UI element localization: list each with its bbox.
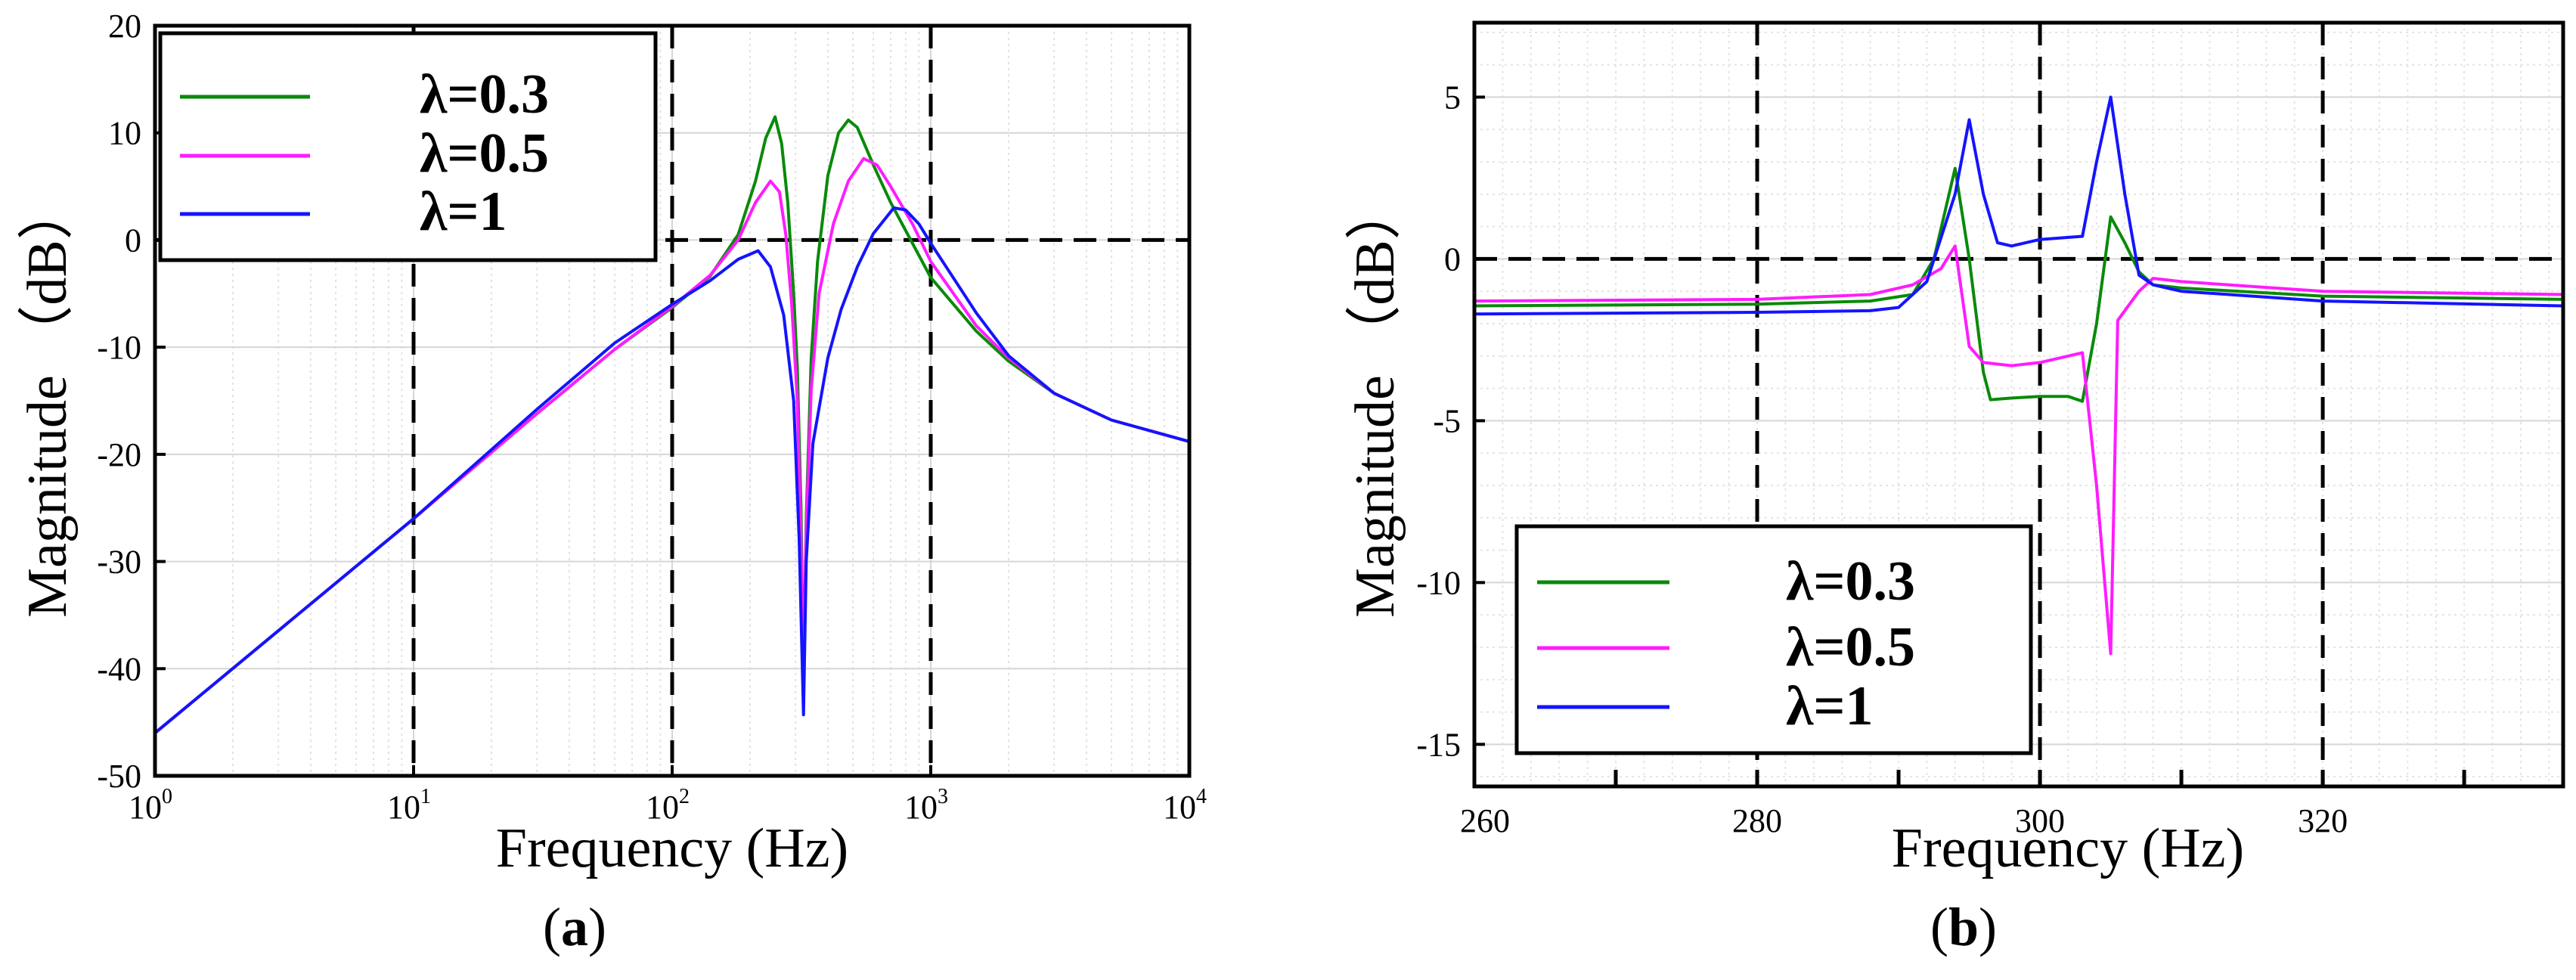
x-tick-label: 320	[2298, 802, 2348, 839]
x-tick-label: 280	[1732, 802, 1782, 839]
x-tick-label: 100	[129, 785, 172, 826]
chart-a-x-axis-label: Frequency (Hz)	[496, 817, 848, 879]
y-tick-label: 10	[108, 115, 141, 152]
chart-b: 5 0 -5 -10 -15 260 280 300 320 Frequency (Hz) M…	[1344, 20, 2565, 957]
chart-a-y-axis-label: Magnitude （dB）	[17, 184, 79, 617]
y-tick-label: -5	[1433, 402, 1461, 439]
chart-b-x-axis-label: Frequency (Hz)	[1892, 817, 2244, 879]
chart-b-y-tick-labels: 5 0 -5 -10 -15	[1416, 79, 1461, 763]
legend-label-lambda-0.5: λ=0.5	[420, 122, 549, 185]
y-tick-label: -40	[97, 650, 141, 687]
chart-b-series	[1474, 95, 2564, 656]
chart-a-x-tick-labels: 100 101 102 103 104	[129, 785, 1207, 826]
chart-b-legend-box	[1514, 524, 2033, 755]
y-tick-label: -50	[97, 758, 141, 795]
y-tick-label: 5	[1444, 79, 1461, 116]
series-line-lambda-1	[1474, 95, 2564, 316]
chart-a-legend-box	[158, 31, 658, 262]
x-tick-label: 300	[2015, 802, 2065, 839]
chart-a-caption: (a)	[543, 897, 606, 957]
chart-b-frame	[1472, 20, 2565, 789]
legend-label-lambda-1: λ=1	[420, 181, 507, 243]
series-line-lambda-1	[153, 206, 1190, 734]
legend-label-lambda-1: λ=1	[1786, 675, 1874, 737]
x-tick-label: 101	[387, 785, 431, 826]
y-tick-label: 20	[108, 8, 141, 45]
chart-b-y-axis-label: Magnitude （dB）	[1344, 184, 1406, 617]
y-tick-label: -20	[97, 436, 141, 473]
x-tick-label: 103	[904, 785, 948, 826]
legend-label-lambda-0.5: λ=0.5	[1786, 616, 1915, 678]
y-tick-label: -15	[1416, 726, 1461, 763]
x-tick-label: 104	[1163, 785, 1207, 826]
x-tick-label: 260	[1460, 802, 1510, 839]
chart-b-ticks	[1474, 95, 2466, 786]
chart-a-series	[153, 115, 1190, 734]
y-tick-label: -30	[97, 544, 141, 581]
y-tick-label: -10	[1416, 564, 1461, 601]
chart-b-x-tick-labels: 260 280 300 320	[1460, 802, 2348, 839]
legend-label-lambda-0.3: λ=0.3	[1786, 550, 1915, 612]
chart-b-legend: λ=0.3 λ=0.5 λ=1	[1514, 524, 2033, 755]
series-line-lambda-0.5	[1474, 244, 2564, 656]
y-tick-label: 0	[1444, 240, 1461, 278]
chart-b-caption: (b)	[1930, 897, 1997, 957]
x-tick-label: 102	[646, 785, 690, 826]
chart-a-y-tick-labels: 20 10 0 -10 -20 -30 -40 -50	[97, 8, 141, 795]
legend-label-lambda-0.3: λ=0.3	[420, 64, 549, 126]
y-tick-label: 0	[125, 222, 141, 259]
chart-a-legend: λ=0.3 λ=0.5 λ=1	[158, 31, 658, 262]
y-tick-label: -10	[97, 329, 141, 366]
chart-b-reference-lines	[1474, 23, 2563, 786]
